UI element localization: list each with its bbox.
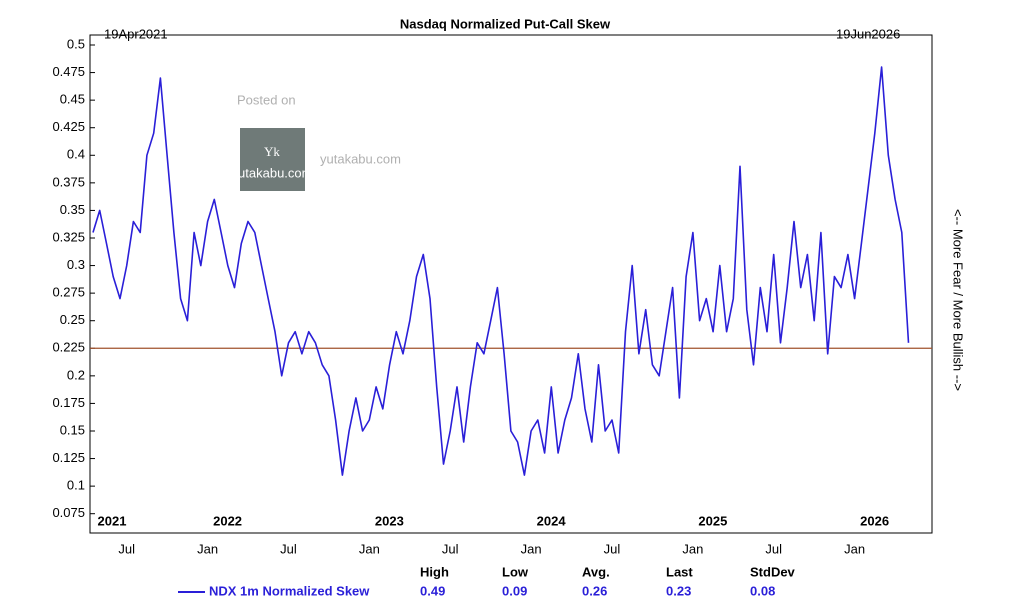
x-tick-label: Jan <box>844 541 865 556</box>
y-tick-label: 0.325 <box>52 229 85 244</box>
y-tick-label: 0.1 <box>67 478 85 493</box>
year-label: 2021 <box>98 513 127 528</box>
y-tick-label: 0.2 <box>67 367 85 382</box>
start-label: 19Apr2021 <box>104 26 168 41</box>
stat-value: 0.49 <box>420 583 445 598</box>
y-tick-label: 0.4 <box>67 147 85 162</box>
stat-value: 0.26 <box>582 583 607 598</box>
y-tick-label: 0.5 <box>67 36 85 51</box>
data-line <box>92 66 910 476</box>
year-label: 2026 <box>860 513 889 528</box>
watermark-logo <box>240 128 305 191</box>
y-tick-label: 0.175 <box>52 395 85 410</box>
y-tick-label: 0.475 <box>52 64 85 79</box>
y-tick-label: 0.375 <box>52 174 85 189</box>
y-tick-label: 0.225 <box>52 340 85 355</box>
watermark-text: Posted on <box>237 92 296 107</box>
end-label: 19Jun2026 <box>836 26 900 41</box>
y-tick-label: 0.15 <box>60 422 85 437</box>
x-tick-label: Jul <box>280 541 297 556</box>
watermark-site: yutakabu.com <box>320 151 401 166</box>
x-tick-label: Jan <box>197 541 218 556</box>
x-tick-label: Jul <box>442 541 459 556</box>
x-tick-label: Jan <box>682 541 703 556</box>
stat-value: 0.09 <box>502 583 527 598</box>
y-axis-label-right: <-- More Fear / More Bullish --> <box>951 209 966 391</box>
plot-frame <box>89 34 933 534</box>
year-label: 2022 <box>213 513 242 528</box>
y-tick-label: 0.35 <box>60 202 85 217</box>
y-tick-label: 0.45 <box>60 92 85 107</box>
x-tick-label: Jan <box>521 541 542 556</box>
stat-value: 0.23 <box>666 583 691 598</box>
logo-caption: yutakabu.com <box>232 165 313 180</box>
logo-letter: Yk <box>264 144 280 159</box>
year-label: 2025 <box>698 513 727 528</box>
legend-label: NDX 1m Normalized Skew <box>209 583 370 598</box>
year-label: 2023 <box>375 513 404 528</box>
y-tick-label: 0.075 <box>52 505 85 520</box>
stat-label: StdDev <box>750 564 796 579</box>
stat-value: 0.08 <box>750 583 775 598</box>
stat-label: High <box>420 564 449 579</box>
y-tick-label: 0.275 <box>52 285 85 300</box>
x-tick-label: Jul <box>765 541 782 556</box>
y-tick-label: 0.125 <box>52 450 85 465</box>
x-tick-label: Jul <box>604 541 621 556</box>
y-tick-label: 0.25 <box>60 312 85 327</box>
y-tick-label: 0.425 <box>52 119 85 134</box>
y-tick-label: 0.3 <box>67 257 85 272</box>
stat-label: Last <box>666 564 693 579</box>
x-tick-label: Jan <box>359 541 380 556</box>
stat-label: Avg. <box>582 564 610 579</box>
x-tick-label: Jul <box>118 541 135 556</box>
stat-label: Low <box>502 564 529 579</box>
chart-title: Nasdaq Normalized Put-Call Skew <box>400 16 611 31</box>
year-label: 2024 <box>537 513 567 528</box>
